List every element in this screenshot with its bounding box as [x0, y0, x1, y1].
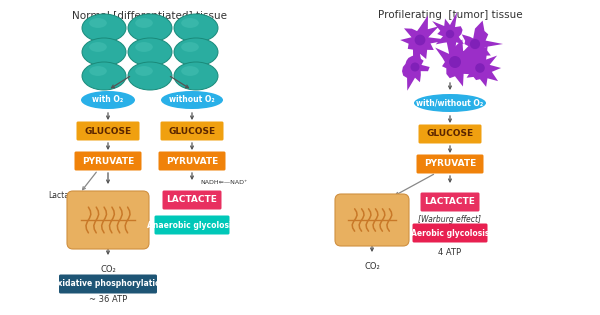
Ellipse shape [449, 56, 461, 68]
Text: CO₂: CO₂ [100, 265, 116, 274]
Text: without O₂: without O₂ [169, 95, 215, 105]
Ellipse shape [89, 66, 107, 76]
Polygon shape [466, 43, 501, 87]
Text: Oxidative phosphorylation: Oxidative phosphorylation [50, 279, 166, 289]
Ellipse shape [174, 38, 218, 66]
Ellipse shape [174, 62, 218, 90]
Ellipse shape [81, 91, 135, 109]
FancyBboxPatch shape [163, 191, 221, 209]
Polygon shape [432, 12, 464, 50]
Ellipse shape [128, 62, 172, 90]
FancyBboxPatch shape [155, 215, 229, 234]
Text: PYRUVATE: PYRUVATE [82, 157, 134, 165]
FancyBboxPatch shape [74, 152, 142, 170]
Text: CO₂: CO₂ [364, 262, 380, 271]
Ellipse shape [475, 63, 485, 73]
Text: GLUCOSE: GLUCOSE [169, 127, 215, 135]
Ellipse shape [161, 91, 223, 109]
Polygon shape [435, 27, 482, 87]
Text: PYRUVATE: PYRUVATE [166, 157, 218, 165]
FancyBboxPatch shape [59, 274, 157, 294]
Ellipse shape [82, 62, 126, 90]
Ellipse shape [446, 30, 454, 38]
Ellipse shape [135, 42, 153, 52]
Text: Normal [differentiated] tissue: Normal [differentiated] tissue [73, 10, 227, 20]
Text: with O₂: with O₂ [92, 95, 124, 105]
Ellipse shape [82, 38, 126, 66]
Text: 4 ATP: 4 ATP [439, 248, 461, 257]
Polygon shape [402, 53, 430, 91]
Text: Lactate: Lactate [48, 192, 77, 201]
Ellipse shape [128, 14, 172, 42]
FancyBboxPatch shape [161, 122, 223, 140]
Text: Anaerobic glycolosis: Anaerobic glycolosis [148, 220, 236, 230]
Text: LACTACTE: LACTACTE [167, 196, 217, 204]
Text: GLUCOSE: GLUCOSE [427, 129, 473, 139]
FancyBboxPatch shape [158, 152, 226, 170]
Ellipse shape [181, 42, 199, 52]
Text: ~ 36 ATP: ~ 36 ATP [89, 295, 127, 304]
Text: NADH⇐—NAD⁺: NADH⇐—NAD⁺ [200, 180, 247, 186]
FancyBboxPatch shape [413, 224, 487, 243]
Text: GLUCOSE: GLUCOSE [85, 127, 131, 135]
Text: with/without O₂: with/without O₂ [416, 99, 484, 107]
FancyBboxPatch shape [335, 194, 409, 246]
Ellipse shape [135, 66, 153, 76]
Text: Profilerating  [tumor] tissue: Profilerating [tumor] tissue [377, 10, 523, 20]
Text: LACTACTE: LACTACTE [425, 198, 475, 207]
Ellipse shape [135, 18, 153, 28]
Ellipse shape [415, 35, 425, 45]
Polygon shape [400, 15, 450, 61]
FancyBboxPatch shape [421, 192, 479, 211]
Ellipse shape [410, 62, 419, 72]
Ellipse shape [414, 94, 486, 112]
Ellipse shape [470, 39, 480, 49]
Ellipse shape [82, 14, 126, 42]
FancyBboxPatch shape [419, 124, 482, 144]
Ellipse shape [128, 38, 172, 66]
Ellipse shape [89, 42, 107, 52]
FancyBboxPatch shape [67, 191, 149, 249]
Text: PYRUVATE: PYRUVATE [424, 159, 476, 169]
Polygon shape [460, 20, 503, 73]
Ellipse shape [181, 66, 199, 76]
Text: [Warburg effect]: [Warburg effect] [419, 215, 482, 225]
FancyBboxPatch shape [416, 154, 484, 174]
Ellipse shape [174, 14, 218, 42]
Ellipse shape [89, 18, 107, 28]
FancyBboxPatch shape [77, 122, 139, 140]
Ellipse shape [181, 18, 199, 28]
Text: Aerobic glycolosis: Aerobic glycolosis [411, 228, 489, 238]
